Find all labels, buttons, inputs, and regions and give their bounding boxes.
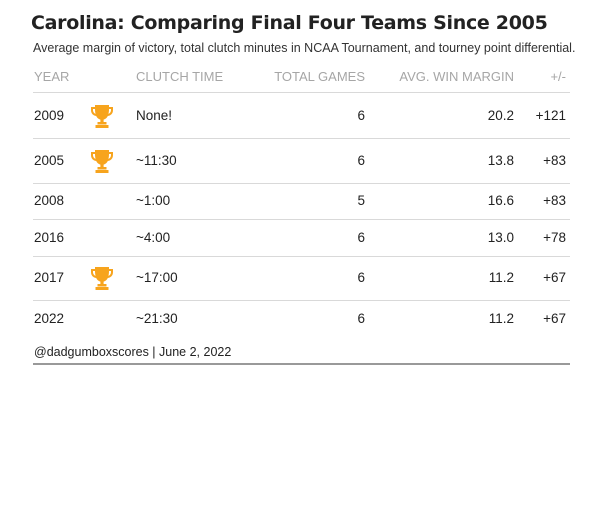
header-avg-win-margin: AVG. WIN MARGIN (399, 69, 514, 84)
header-year: YEAR (34, 69, 70, 84)
table-header: YEAR CLUTCH TIME TOTAL GAMES AVG. WIN MA… (33, 66, 570, 88)
table-row: 2005 ~11:30 6 13.8 +83 (33, 138, 570, 183)
diff-cell: +121 (535, 108, 566, 123)
avg-win-margin-cell: 13.0 (487, 230, 514, 245)
diff-cell: +67 (543, 270, 566, 285)
avg-win-margin-cell: 20.2 (487, 108, 514, 123)
avg-win-margin-cell: 16.6 (487, 193, 514, 208)
row-divider (33, 300, 570, 301)
trophy-icon (90, 148, 114, 174)
table-row: 2016 ~4:00 6 13.0 +78 (33, 219, 570, 256)
table-row: 2009 None! 6 20.2 +121 (33, 93, 570, 138)
year-cell: 2022 (34, 311, 65, 326)
header-total-games: TOTAL GAMES (274, 69, 365, 84)
diff-cell: +83 (543, 193, 566, 208)
clutch-time-cell: ~1:00 (136, 193, 171, 208)
row-divider (33, 256, 570, 257)
avg-win-margin-cell: 11.2 (488, 311, 514, 326)
clutch-time-cell: ~11:30 (136, 153, 177, 168)
row-divider (33, 92, 570, 93)
clutch-time-cell: ~4:00 (136, 230, 171, 245)
total-games-cell: 6 (357, 108, 365, 123)
avg-win-margin-cell: 11.2 (488, 270, 514, 285)
trophy-icon (90, 265, 114, 291)
year-cell: 2005 (34, 153, 65, 168)
clutch-time-cell: ~17:00 (136, 270, 178, 285)
total-games-cell: 6 (357, 270, 365, 285)
year-cell: 2016 (34, 230, 65, 245)
year-cell: 2017 (34, 270, 65, 285)
clutch-time-cell: None! (136, 108, 173, 123)
row-divider (33, 138, 570, 139)
total-games-cell: 5 (357, 193, 365, 208)
table-row: 2017 ~17:00 6 11.2 +67 (33, 256, 570, 300)
table-row: 2022 ~21:30 6 11.2 +67 (33, 300, 570, 338)
year-cell: 2008 (34, 193, 65, 208)
trophy-icon (90, 103, 114, 129)
table-row: 2008 ~1:00 5 16.6 +83 (33, 183, 570, 219)
total-games-cell: 6 (357, 230, 365, 245)
year-cell: 2009 (34, 108, 65, 123)
chart-subtitle: Average margin of victory, total clutch … (33, 41, 576, 55)
bottom-rule (33, 363, 570, 365)
footer-credit: @dadgumboxscores | June 2, 2022 (34, 345, 232, 359)
row-divider (33, 183, 570, 184)
header-diff: +/- (550, 69, 566, 84)
clutch-time-cell: ~21:30 (136, 311, 178, 326)
diff-cell: +67 (543, 311, 566, 326)
header-clutch-time: CLUTCH TIME (136, 69, 224, 84)
total-games-cell: 6 (357, 153, 365, 168)
diff-cell: +78 (543, 230, 566, 245)
avg-win-margin-cell: 13.8 (487, 153, 514, 168)
chart-title: Carolina: Comparing Final Four Teams Sin… (31, 12, 548, 34)
total-games-cell: 6 (357, 311, 365, 326)
diff-cell: +83 (543, 153, 566, 168)
row-divider (33, 219, 570, 220)
